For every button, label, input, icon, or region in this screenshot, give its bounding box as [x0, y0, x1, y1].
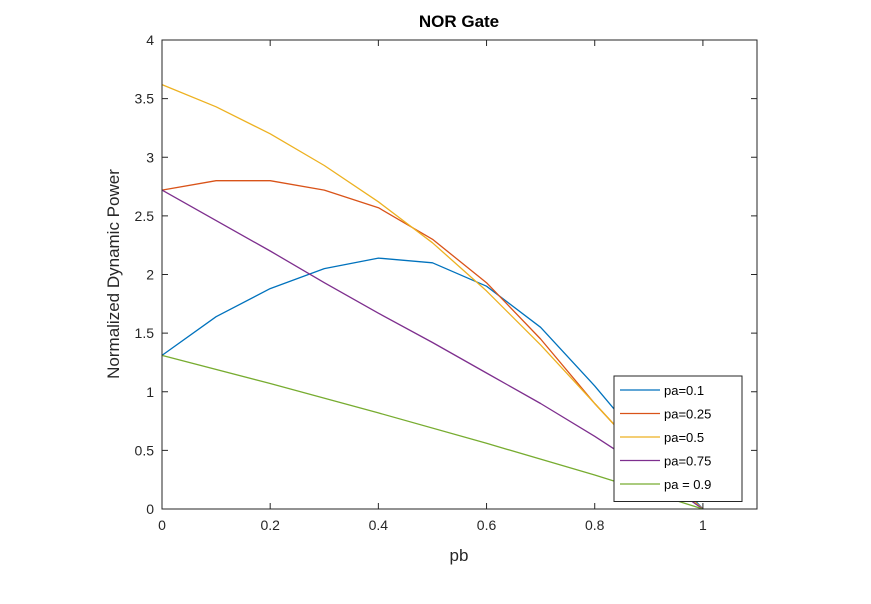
x-tick-label: 0.2	[260, 517, 280, 533]
y-tick-label: 2	[146, 267, 154, 283]
x-tick-label: 0.4	[369, 517, 389, 533]
y-tick-label: 0.5	[135, 442, 155, 458]
y-tick-label: 1.5	[135, 325, 155, 341]
x-tick-label: 0.8	[585, 517, 605, 533]
series-line-1	[161, 257, 704, 510]
series-line-3	[161, 83, 704, 510]
x-tick-label: 0	[158, 517, 166, 533]
legend-entry-label: pa=0.5	[664, 430, 704, 445]
legend: pa=0.1 pa=0.25 pa=0.5 pa=0.75 pa = 0.9	[613, 375, 743, 502]
x-tick-label: 0.6	[477, 517, 497, 533]
series-layer	[161, 83, 704, 510]
legend-box	[613, 375, 743, 502]
legend-entry-label: pa=0.1	[664, 383, 704, 398]
y-tick-label: 2.5	[135, 208, 155, 224]
y-tick-label: 0	[146, 501, 154, 517]
y-tick-label: 3.5	[135, 91, 155, 107]
x-axis-label: pb	[450, 546, 469, 565]
y-tick-label: 1	[146, 384, 154, 400]
y-axis: 0 0.5 1 1.5 2 2.5 3 3.5 4	[135, 32, 757, 517]
y-tick-label: 3	[146, 149, 154, 165]
series-line-4	[161, 189, 704, 510]
y-tick-label: 4	[146, 32, 154, 48]
x-tick-label: 1	[699, 517, 707, 533]
y-axis-label: Normalized Dynamic Power	[104, 169, 123, 379]
legend-entry-label: pa = 0.9	[664, 477, 711, 492]
x-axis: 0 0.2 0.4 0.6 0.8 1	[158, 40, 707, 533]
legend-entry-label: pa=0.75	[664, 454, 711, 469]
series-line-5	[161, 354, 704, 510]
chart-title: NOR Gate	[419, 12, 499, 31]
legend-entry-label: pa=0.25	[664, 407, 711, 422]
